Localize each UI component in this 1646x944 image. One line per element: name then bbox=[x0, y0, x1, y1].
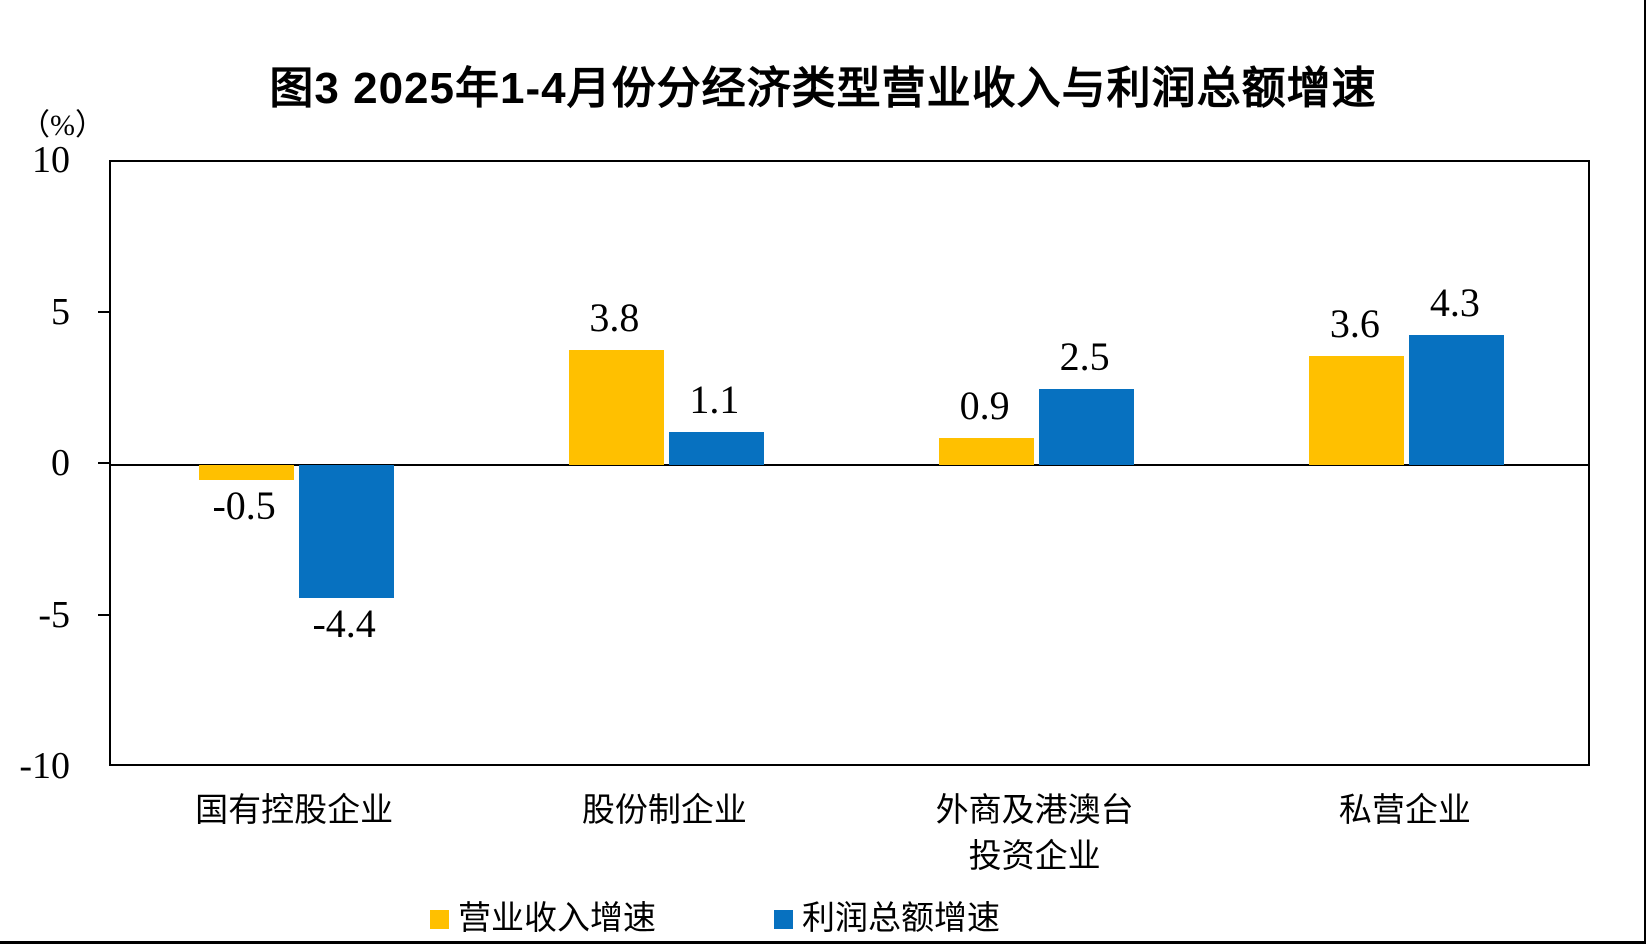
y-axis-tick-label: -10 bbox=[19, 745, 70, 787]
plot-area bbox=[109, 160, 1590, 766]
y-axis-unit-label: （%） bbox=[20, 109, 105, 142]
bar-value-label: -4.4 bbox=[312, 601, 376, 647]
y-axis-tick-label: -5 bbox=[38, 593, 70, 636]
legend-swatch-icon bbox=[774, 909, 793, 929]
y-axis-tick-label: 5 bbox=[51, 290, 70, 333]
bar-value-label: 4.3 bbox=[1429, 279, 1480, 325]
bar-value-label: 3.6 bbox=[1329, 300, 1380, 346]
legend: 营业收入增速 利润总额增速 bbox=[430, 901, 1000, 937]
bar-value-label: 0.9 bbox=[959, 382, 1010, 428]
y-axis-tick-mark bbox=[98, 613, 109, 616]
category-label: 国有控股企业 bbox=[195, 793, 394, 829]
category-label: 股份制企业 bbox=[581, 793, 747, 829]
bar-revenue-growth bbox=[1309, 355, 1405, 465]
y-axis-tick-mark bbox=[98, 310, 109, 313]
bar-value-label: 3.8 bbox=[589, 294, 640, 340]
y-axis-tick-label: 0 bbox=[51, 442, 70, 484]
zero-baseline bbox=[111, 464, 1588, 466]
bar-value-label: -0.5 bbox=[212, 483, 276, 529]
category-label: 外商及港澳台 投资企业 bbox=[935, 793, 1134, 875]
bar-revenue-growth bbox=[568, 349, 664, 465]
bar-revenue-growth bbox=[198, 465, 294, 481]
bar-value-label: 1.1 bbox=[689, 376, 740, 422]
bar-profit-growth bbox=[1039, 389, 1135, 465]
category-label: 私营企业 bbox=[1338, 793, 1471, 829]
y-axis-tick-label: 10 bbox=[32, 139, 70, 181]
bar-profit-growth bbox=[1409, 334, 1505, 465]
legend-item: 利润总额增速 bbox=[774, 901, 1000, 937]
chart-title: 图3 2025年1-4月份分经济类型营业收入与利润总额增速 bbox=[269, 64, 1377, 113]
legend-label: 利润总额增速 bbox=[802, 901, 1000, 937]
y-axis-tick-mark bbox=[98, 462, 109, 464]
bar-profit-growth bbox=[298, 465, 394, 599]
legend-label: 营业收入增速 bbox=[458, 901, 656, 937]
bar-value-label: 2.5 bbox=[1059, 334, 1110, 380]
legend-item: 营业收入增速 bbox=[430, 901, 656, 937]
bar-revenue-growth bbox=[939, 437, 1035, 465]
bar-profit-growth bbox=[668, 431, 764, 465]
legend-swatch-icon bbox=[430, 909, 449, 929]
